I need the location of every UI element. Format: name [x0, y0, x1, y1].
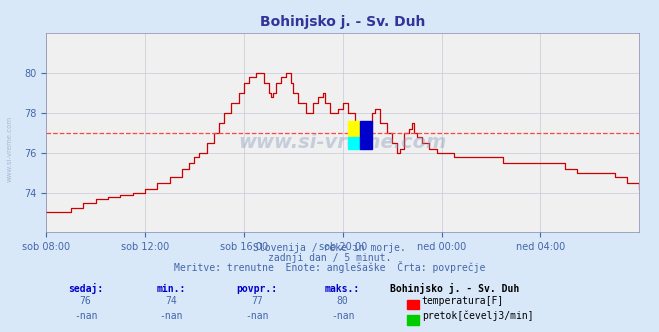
Text: temperatura[F]: temperatura[F]: [422, 296, 504, 306]
Text: Slovenija / reke in morje.: Slovenija / reke in morje.: [253, 243, 406, 253]
Text: 76: 76: [80, 296, 92, 306]
Text: maks.:: maks.:: [325, 284, 360, 294]
Text: min.:: min.:: [157, 284, 186, 294]
Text: 74: 74: [165, 296, 177, 306]
Text: www.si-vreme.com: www.si-vreme.com: [239, 133, 447, 152]
Text: sedaj:: sedaj:: [68, 283, 103, 294]
Title: Bohinjsko j. - Sv. Duh: Bohinjsko j. - Sv. Duh: [260, 15, 425, 29]
Bar: [360, 121, 372, 149]
Text: povpr.:: povpr.:: [237, 284, 277, 294]
Text: -nan: -nan: [331, 311, 355, 321]
Bar: [348, 121, 360, 137]
Text: pretok[čevelj3/min]: pretok[čevelj3/min]: [422, 310, 533, 321]
Text: zadnji dan / 5 minut.: zadnji dan / 5 minut.: [268, 253, 391, 263]
Text: -nan: -nan: [159, 311, 183, 321]
Text: -nan: -nan: [74, 311, 98, 321]
Text: Meritve: trenutne  Enote: anglešaške  Črta: povprečje: Meritve: trenutne Enote: anglešaške Črta…: [174, 261, 485, 273]
Text: www.si-vreme.com: www.si-vreme.com: [7, 116, 13, 183]
Text: 77: 77: [251, 296, 263, 306]
Text: Bohinjsko j. - Sv. Duh: Bohinjsko j. - Sv. Duh: [390, 283, 519, 294]
Bar: [348, 137, 360, 149]
Text: -nan: -nan: [245, 311, 269, 321]
Text: 80: 80: [337, 296, 349, 306]
